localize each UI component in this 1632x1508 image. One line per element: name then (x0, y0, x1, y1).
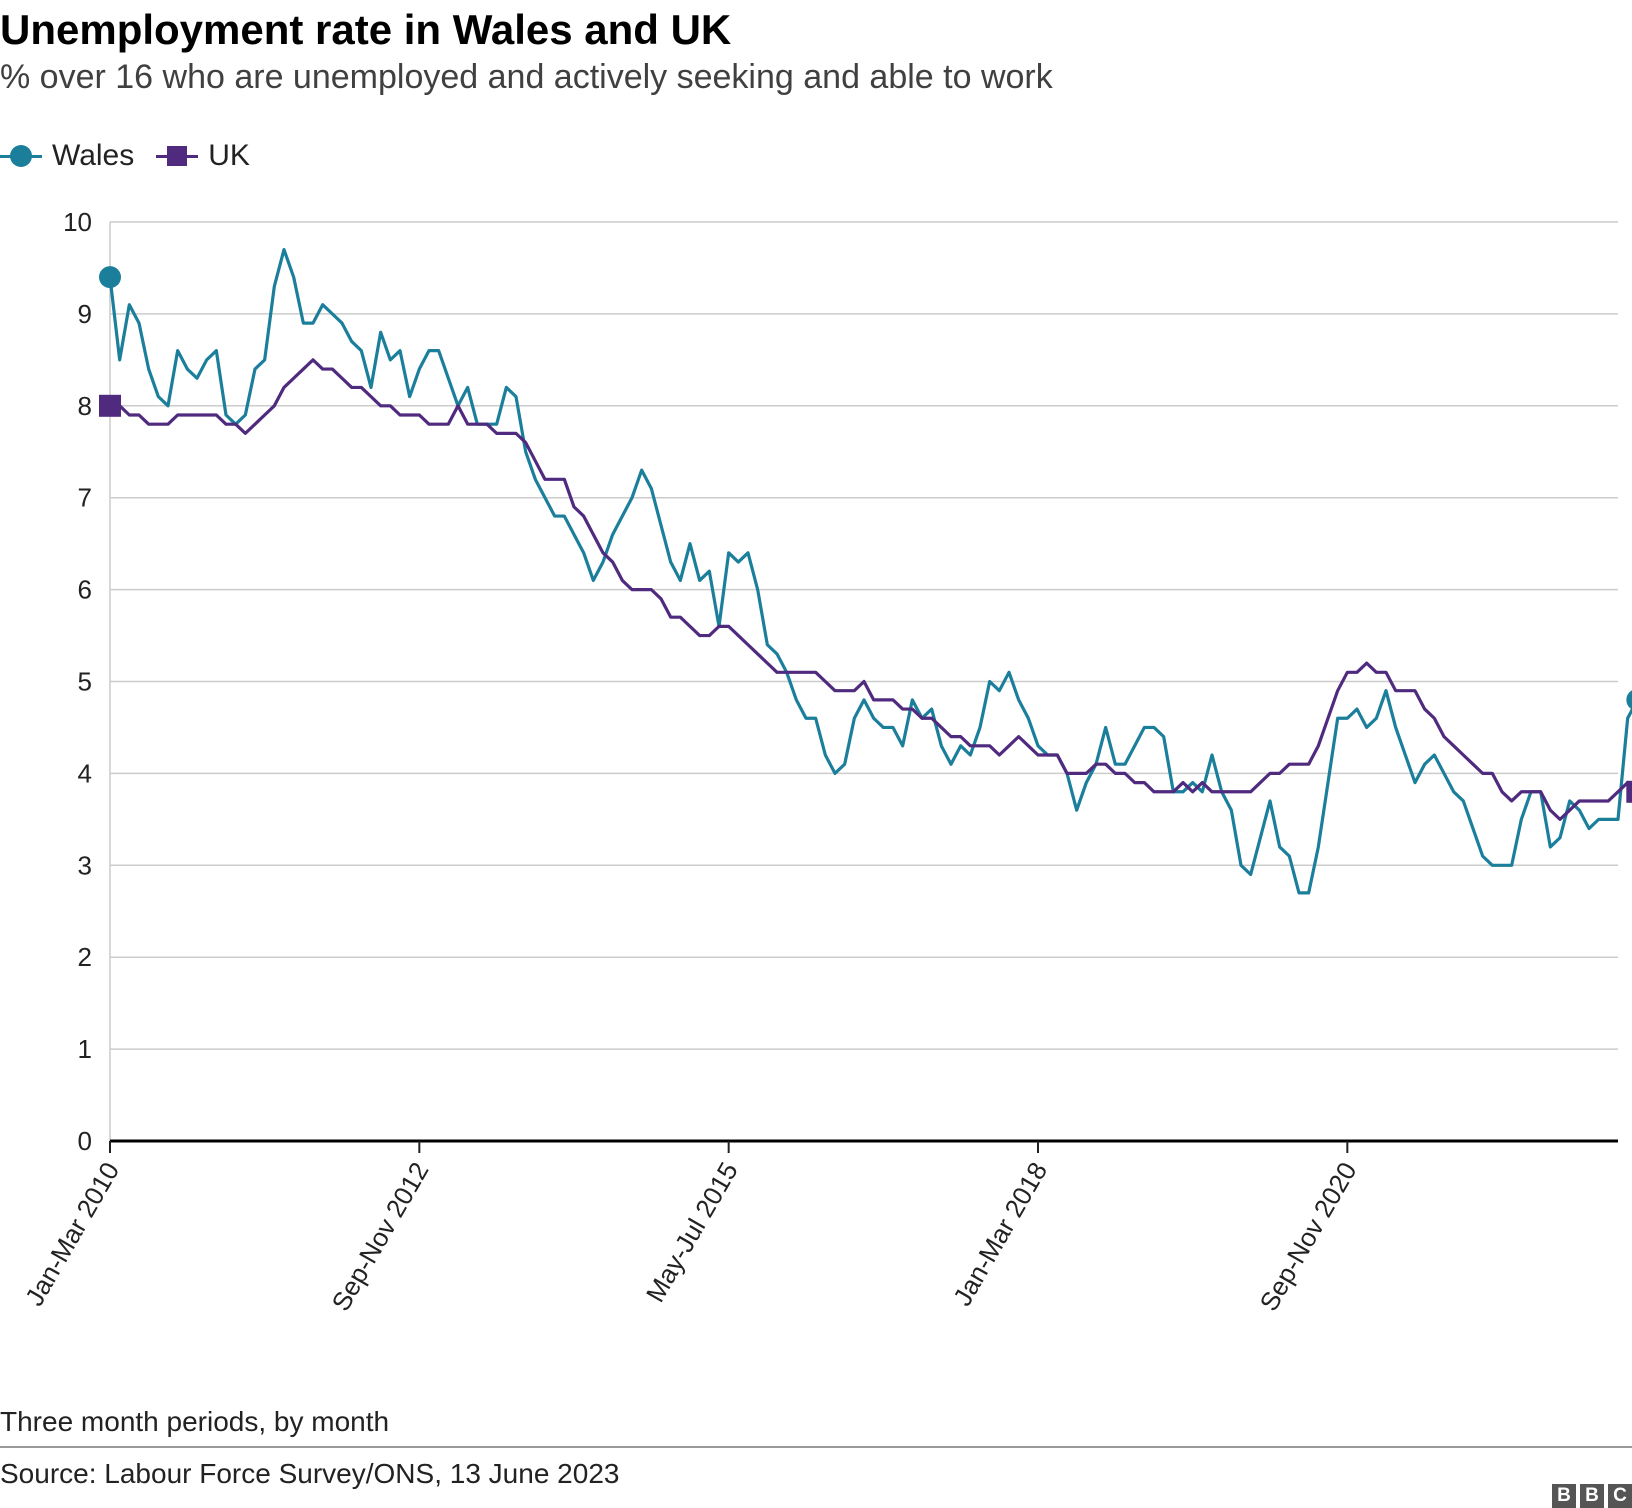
chart-subtitle: % over 16 who are unemployed and activel… (0, 58, 1053, 96)
legend-square-marker (167, 146, 188, 166)
y-tick-label: 6 (78, 575, 92, 605)
x-tick-label: May-Jul 2015 (640, 1157, 744, 1307)
legend-swatch-wales (0, 144, 42, 168)
bbc-logo-letter: C (1608, 1484, 1632, 1508)
y-tick-label: 3 (78, 850, 92, 880)
legend-item-wales: Wales (0, 139, 134, 173)
x-axis-ticks: Jan-Mar 2010 Sep-Nov 2012 May-Jul 2015 Jan-… (19, 1141, 1363, 1316)
x-tick-label: Sep-Nov 2012 (325, 1157, 434, 1316)
x-tick-label: Sep-Nov 2020 (1253, 1157, 1362, 1316)
y-tick-label: 5 (78, 667, 92, 697)
y-tick-label: 4 (78, 758, 92, 788)
y-axis-ticks: 0 1 2 3 4 5 6 7 8 9 10 (63, 207, 92, 1156)
bbc-logo: B B C (1548, 1484, 1632, 1508)
legend: Wales UK (0, 136, 272, 176)
y-tick-label: 2 (78, 942, 92, 972)
legend-swatch-uk (156, 144, 199, 168)
chart-title: Unemployment rate in Wales and UK (0, 6, 732, 53)
series-marker-wales (1626, 690, 1632, 710)
y-tick-label: 9 (78, 299, 92, 329)
gridlines (109, 221, 1618, 1143)
series-line-wales (108, 247, 1632, 895)
y-tick-label: 8 (78, 391, 92, 421)
legend-label-wales: Wales (52, 139, 135, 172)
source-text: Source: Labour Force Survey/ONS, 13 June… (0, 1458, 620, 1489)
x-axis-title: Three month periods, by month (0, 1406, 390, 1437)
y-tick-label: 0 (78, 1126, 92, 1156)
legend-circle-marker (10, 145, 32, 167)
series-marker-uk (1626, 780, 1632, 803)
bbc-logo-letter: B (1580, 1484, 1604, 1508)
series-marker-uk (99, 394, 121, 417)
legend-item-uk: UK (156, 139, 250, 173)
line-chart: 0 1 2 3 4 5 6 7 8 9 10 Jan-Mar 2010 Sep-Nov 2012 May… (19, 207, 1632, 1316)
y-tick-label: 10 (63, 207, 92, 237)
x-tick-label: Jan-Mar 2018 (947, 1157, 1053, 1311)
bbc-logo-letter: B (1552, 1484, 1576, 1508)
series-line-uk (108, 358, 1632, 821)
x-tick-label: Jan-Mar 2010 (19, 1157, 125, 1311)
y-tick-label: 1 (78, 1034, 92, 1064)
series-lines (108, 247, 1632, 895)
footer-divider (0, 1446, 1632, 1448)
series-marker-wales (99, 266, 121, 289)
series-end-markers (99, 266, 1632, 803)
legend-label-uk: UK (208, 139, 250, 172)
y-tick-label: 7 (78, 483, 92, 513)
